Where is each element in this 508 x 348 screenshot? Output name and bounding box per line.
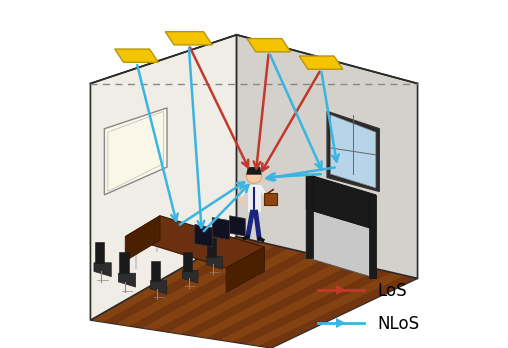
Polygon shape xyxy=(207,263,366,340)
Polygon shape xyxy=(259,275,418,348)
Polygon shape xyxy=(306,174,376,230)
Polygon shape xyxy=(246,167,262,175)
Polygon shape xyxy=(226,247,265,292)
Polygon shape xyxy=(306,209,376,278)
Polygon shape xyxy=(116,243,275,326)
Polygon shape xyxy=(207,238,216,257)
Legend: LoS, NLoS: LoS, NLoS xyxy=(318,282,420,333)
Polygon shape xyxy=(151,261,160,280)
Polygon shape xyxy=(155,252,314,332)
Polygon shape xyxy=(90,237,418,348)
Polygon shape xyxy=(195,224,212,247)
Polygon shape xyxy=(299,56,343,69)
Polygon shape xyxy=(219,267,379,342)
Polygon shape xyxy=(142,248,301,330)
Polygon shape xyxy=(247,184,261,212)
Polygon shape xyxy=(108,111,164,191)
Polygon shape xyxy=(168,254,327,334)
Polygon shape xyxy=(369,195,376,278)
Polygon shape xyxy=(181,258,340,336)
Polygon shape xyxy=(94,242,104,263)
Polygon shape xyxy=(165,32,212,45)
Polygon shape xyxy=(183,252,192,271)
Polygon shape xyxy=(245,272,405,346)
Polygon shape xyxy=(212,218,230,240)
Polygon shape xyxy=(104,108,167,195)
Polygon shape xyxy=(90,35,237,320)
Polygon shape xyxy=(247,39,291,52)
Polygon shape xyxy=(182,271,198,283)
Polygon shape xyxy=(90,237,249,322)
Polygon shape xyxy=(125,216,160,261)
Polygon shape xyxy=(125,216,265,268)
Polygon shape xyxy=(194,261,353,338)
Polygon shape xyxy=(118,273,136,287)
Polygon shape xyxy=(331,115,376,188)
Polygon shape xyxy=(94,263,111,277)
Circle shape xyxy=(246,168,262,183)
Polygon shape xyxy=(115,49,158,62)
Polygon shape xyxy=(233,269,392,344)
Polygon shape xyxy=(207,257,223,269)
Polygon shape xyxy=(237,35,418,278)
Polygon shape xyxy=(327,111,379,191)
Polygon shape xyxy=(230,216,245,236)
Polygon shape xyxy=(129,246,289,328)
Polygon shape xyxy=(265,193,277,205)
Polygon shape xyxy=(103,240,263,324)
Polygon shape xyxy=(150,280,167,294)
Polygon shape xyxy=(306,174,313,258)
Polygon shape xyxy=(119,252,129,273)
